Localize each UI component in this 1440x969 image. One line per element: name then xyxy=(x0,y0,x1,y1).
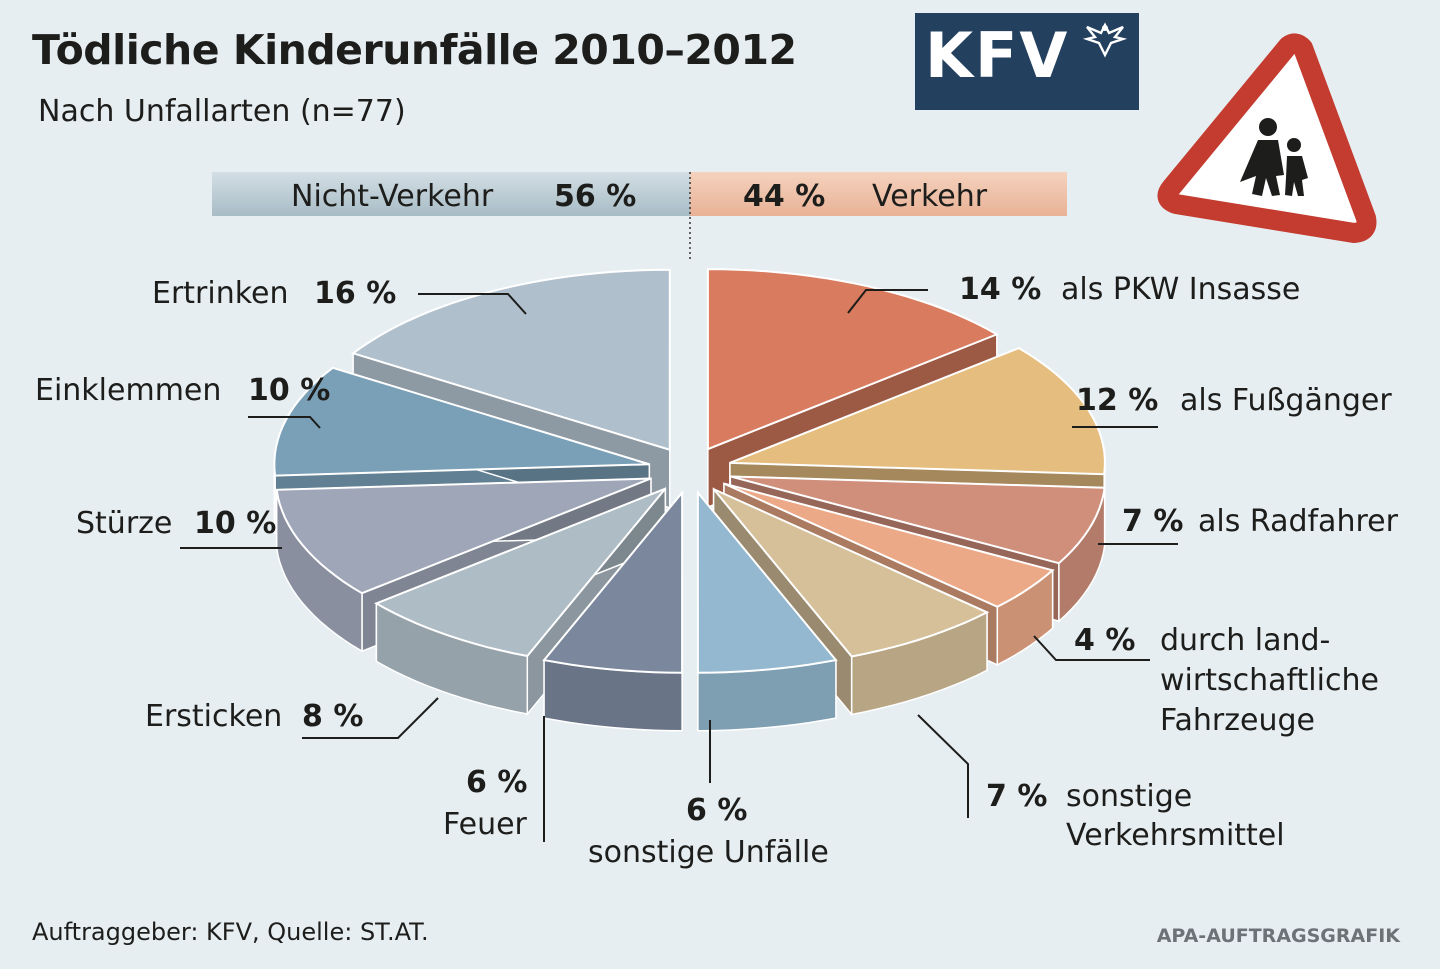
source-note: Auftraggeber: KFV, Quelle: ST.AT. xyxy=(32,918,429,946)
chart-title: Tödliche Kinderunfälle 2010–2012 xyxy=(32,26,797,74)
value-feuer: 6 % xyxy=(466,765,527,800)
label-feuer: Feuer xyxy=(443,807,528,842)
pie-slice-top-10 xyxy=(350,268,671,452)
value-radfahrer: 7 % xyxy=(1122,504,1183,539)
label-sonstige-unfaelle: sonstige Unfälle xyxy=(588,835,829,870)
value-ertrinken: 16 % xyxy=(314,276,396,311)
pie-slice-top-6 xyxy=(542,489,684,674)
label-radfahrer: als Radfahrer xyxy=(1198,504,1399,539)
summary-label-verkehr: Verkehr xyxy=(872,179,988,214)
label-stuerze: Stürze xyxy=(76,506,172,541)
kfv-logo: KFV xyxy=(915,13,1139,110)
pie-slice-top-9 xyxy=(273,366,650,477)
value-sonstige-unfaelle: 6 % xyxy=(686,793,747,828)
pie-slice-top-2 xyxy=(730,475,1106,565)
label-sonstige-verkehr-1: sonstige xyxy=(1066,779,1192,814)
leader-sonstige-verkehr xyxy=(917,714,969,818)
children-crossing-sign-icon xyxy=(1157,33,1377,243)
value-sonstige-verkehr: 7 % xyxy=(986,779,1047,814)
leader-ersticken xyxy=(302,697,439,739)
summary-value-nicht-verkehr: 56 % xyxy=(554,179,636,214)
summary-bar-verkehr xyxy=(690,172,1067,216)
credit-note: APA-AUFTRAGSGRAFIK xyxy=(1156,925,1400,947)
leader-landwirtschaft xyxy=(1033,635,1150,661)
value-ersticken: 8 % xyxy=(302,699,363,734)
pie-slice-top-1 xyxy=(729,346,1106,476)
label-landwirtschaft-3: Fahrzeuge xyxy=(1160,703,1315,738)
label-landwirtschaft-2: wirtschaftliche xyxy=(1160,663,1379,698)
leader-pkw xyxy=(847,289,928,314)
pie-slice-top-5 xyxy=(696,489,838,674)
logo-text: KFV xyxy=(925,19,1070,92)
pie-slice-top-3 xyxy=(723,482,1055,608)
summary-bar-nicht-verkehr xyxy=(212,172,690,216)
value-landwirtschaft: 4 % xyxy=(1074,623,1135,658)
eagle-icon xyxy=(1083,22,1127,58)
value-einklemmen: 10 % xyxy=(248,373,330,408)
summary-value-verkehr: 44 % xyxy=(743,179,825,214)
pie-slice-top-7 xyxy=(374,487,667,658)
slice-labels: Ertrinken 16 % Einklemmen 10 % Stürze 10… xyxy=(35,272,1399,870)
label-landwirtschaft-1: durch land- xyxy=(1160,623,1330,658)
label-ertrinken: Ertrinken xyxy=(152,276,289,311)
label-fussgaenger: als Fußgänger xyxy=(1180,383,1392,418)
value-pkw: 14 % xyxy=(959,272,1041,307)
chart-subtitle: Nach Unfallarten (n=77) xyxy=(38,94,406,129)
summary-label-nicht-verkehr: Nicht-Verkehr xyxy=(291,179,494,214)
label-ersticken: Ersticken xyxy=(145,699,282,734)
leader-lines xyxy=(180,289,1178,842)
pie-slice-top-4 xyxy=(712,488,990,658)
pie-slices xyxy=(273,268,1106,732)
label-pkw: als PKW Insasse xyxy=(1061,272,1300,307)
leader-ertrinken xyxy=(418,293,527,315)
summary-bar: Nicht-Verkehr 56 % 44 % Verkehr xyxy=(212,172,1067,262)
leader-einklemmen xyxy=(248,416,321,429)
pie-slice-top-8 xyxy=(275,477,652,595)
value-stuerze: 10 % xyxy=(194,506,276,541)
label-sonstige-verkehr-2: Verkehrsmittel xyxy=(1066,818,1285,853)
value-fussgaenger: 12 % xyxy=(1076,383,1158,418)
pie-slice-6 xyxy=(542,489,684,732)
pie-slice-5 xyxy=(696,489,838,732)
label-einklemmen: Einklemmen xyxy=(35,373,221,408)
pie-slice-top-0 xyxy=(706,268,1000,451)
